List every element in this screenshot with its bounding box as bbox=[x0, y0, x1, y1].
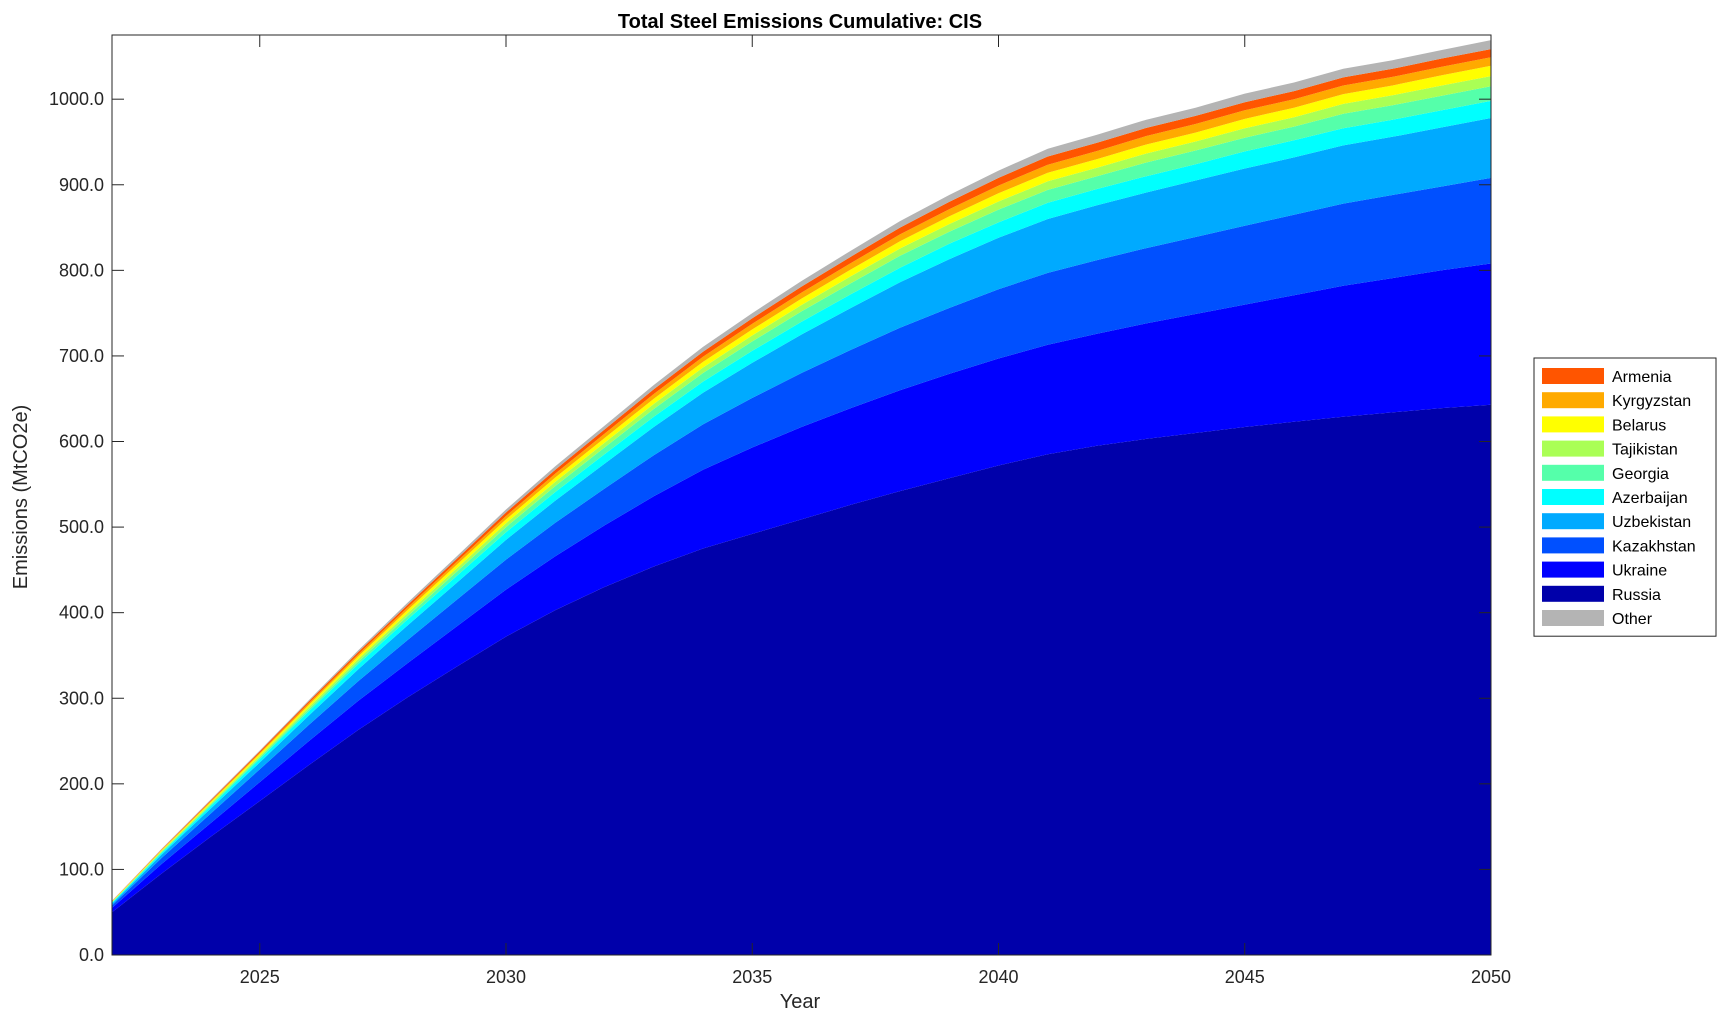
legend-label-kazakhstan: Kazakhstan bbox=[1612, 538, 1696, 555]
y-tick-label: 1000.0 bbox=[49, 89, 104, 109]
legend-swatch-russia bbox=[1542, 585, 1604, 602]
legend-swatch-georgia bbox=[1542, 464, 1604, 481]
y-tick-label: 600.0 bbox=[59, 432, 104, 452]
legend-label-kyrgyzstan: Kyrgyzstan bbox=[1612, 393, 1691, 410]
legend-label-russia: Russia bbox=[1612, 587, 1661, 604]
legend-label-ukraine: Ukraine bbox=[1612, 563, 1667, 580]
legend-swatch-other bbox=[1542, 610, 1604, 626]
legend-swatch-kazakhstan bbox=[1542, 537, 1604, 554]
y-axis: 0.0 100.0 200.0 300.0 400.0 500.0 600.0 700.0 80… bbox=[49, 89, 1491, 965]
x-axis-label: Year bbox=[780, 991, 821, 1013]
legend-swatch-kyrgyzstan bbox=[1542, 392, 1604, 409]
y-tick-label: 0.0 bbox=[79, 945, 104, 965]
legend-swatch-armenia bbox=[1542, 368, 1604, 384]
x-tick-label: 2035 bbox=[732, 967, 772, 987]
legend-label-azerbaijan: Azerbaijan bbox=[1612, 490, 1688, 507]
legend-label-other: Other bbox=[1612, 611, 1653, 628]
legend-label-belarus: Belarus bbox=[1612, 417, 1666, 434]
y-tick-label: 700.0 bbox=[59, 346, 104, 366]
legend: Armenia Kyrgyzstan Belarus Tajikistan Georgi… bbox=[1533, 357, 1717, 637]
legend-swatch-belarus bbox=[1542, 416, 1604, 433]
x-tick-label: 2040 bbox=[978, 967, 1018, 987]
legend-swatch-azerbaijan bbox=[1542, 489, 1604, 505]
plot-frame bbox=[111, 34, 1492, 956]
y-tick-label: 100.0 bbox=[59, 859, 104, 879]
legend-swatch-uzbekistan bbox=[1542, 513, 1604, 530]
area-ukraine bbox=[112, 263, 1491, 913]
area-russia bbox=[112, 404, 1491, 955]
y-tick-label: 900.0 bbox=[59, 175, 104, 195]
chart-title: Total Steel Emissions Cumulative: CIS bbox=[618, 11, 982, 33]
y-axis-label: Emissions (MtCO2e) bbox=[10, 405, 32, 589]
y-tick-label: 400.0 bbox=[59, 603, 104, 623]
legend-swatch-tajikistan bbox=[1542, 440, 1604, 457]
legend-swatch-ukraine bbox=[1542, 561, 1604, 578]
legend-label-tajikistan: Tajikistan bbox=[1612, 442, 1678, 459]
legend-label-georgia: Georgia bbox=[1612, 466, 1669, 483]
y-tick-label: 200.0 bbox=[59, 774, 104, 794]
x-tick-label: 2050 bbox=[1471, 967, 1511, 987]
x-tick-label: 2030 bbox=[486, 967, 526, 987]
x-tick-label: 2025 bbox=[240, 967, 280, 987]
y-tick-label: 300.0 bbox=[59, 688, 104, 708]
x-axis: 2025 2030 2035 2040 2045 2050 bbox=[240, 35, 1511, 987]
y-tick-label: 500.0 bbox=[59, 517, 104, 537]
area-uzbekistan bbox=[112, 118, 1491, 906]
area-layers bbox=[112, 40, 1491, 955]
x-tick-label: 2045 bbox=[1225, 967, 1265, 987]
y-tick-label: 800.0 bbox=[59, 260, 104, 280]
area-kazakhstan bbox=[112, 177, 1491, 908]
legend-label-armenia: Armenia bbox=[1612, 369, 1672, 386]
legend-label-uzbekistan: Uzbekistan bbox=[1612, 514, 1691, 531]
